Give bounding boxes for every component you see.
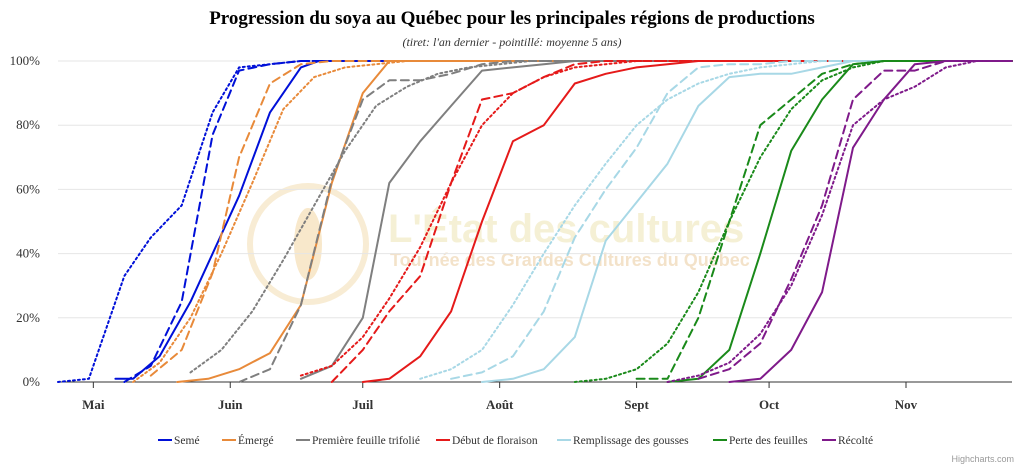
y-tick-label: 0% (23, 374, 41, 389)
legend-item[interactable]: Émergé (222, 433, 274, 447)
series-line-dot[interactable] (57, 60, 1013, 383)
credit[interactable]: Highcharts.com (951, 454, 1014, 464)
x-axis: Mai Juin Juil Août Sept Oct Nov (58, 381, 1012, 412)
legend-label: Semé (174, 435, 200, 447)
series-line-dash[interactable] (238, 60, 1013, 383)
series-line-dash[interactable] (635, 60, 1013, 380)
x-tick-label: Sept (624, 397, 649, 412)
series-line-dot[interactable] (573, 60, 1013, 383)
legend-item[interactable]: Récolté (822, 435, 873, 447)
legend-label: Première feuille trifolié (312, 435, 420, 447)
watermark-corn-icon (294, 208, 322, 280)
series-line-solid[interactable] (361, 60, 1013, 383)
watermark-subtitle: Tournée des Grandes Cultures du Québec (390, 250, 750, 270)
series-line-dot[interactable] (419, 60, 1013, 380)
series-line-dot[interactable] (132, 60, 1013, 383)
series-lines (57, 60, 1013, 383)
chart-subtitle: (tiret: l'an dernier - pointillé: moyenn… (402, 35, 621, 49)
legend-item[interactable]: Début de floraison (436, 435, 538, 447)
legend: Semé Émergé Première feuille trifolié Début… (158, 433, 873, 447)
legend-label: Récolté (838, 435, 873, 447)
y-tick-label: 60% (16, 181, 40, 196)
series-line-dot[interactable] (666, 60, 1013, 383)
series-line-dash[interactable] (123, 60, 1013, 383)
watermark-logo-circle (247, 183, 369, 305)
x-tick-label: Nov (895, 397, 918, 412)
series-line-solid[interactable] (481, 60, 1013, 383)
x-tick-label: Juil (352, 397, 373, 412)
series-line-dot[interactable] (189, 60, 1013, 374)
legend-item[interactable]: Semé (158, 435, 200, 447)
legend-label: Émergé (238, 433, 274, 447)
chart-title: Progression du soya au Québec pour les p… (209, 8, 815, 29)
series-line-dot[interactable] (299, 60, 1013, 377)
legend-item[interactable]: Remplissage des gousses (557, 435, 689, 447)
x-tick-label: Mai (82, 397, 105, 412)
watermark-title: L'État des cultures (388, 206, 744, 251)
legend-label: Perte des feuilles (729, 435, 808, 447)
x-tick-label: Juin (218, 397, 243, 412)
series-line-solid[interactable] (728, 60, 1013, 383)
y-tick-label: 40% (16, 246, 40, 261)
legend-item[interactable]: Première feuille trifolié (296, 435, 420, 447)
legend-label: Début de floraison (452, 435, 538, 447)
y-axis-labels: 0% 20% 40% 60% 80% 100% (10, 53, 41, 389)
x-tick-label: Août (486, 397, 514, 412)
watermark: L'État des cultures Tournée des Grandes … (247, 183, 750, 305)
y-tick-label: 20% (16, 310, 40, 325)
series-line-dash[interactable] (330, 60, 1013, 383)
series-line-solid[interactable] (299, 60, 1013, 380)
series-line-dash[interactable] (697, 60, 1013, 380)
legend-item[interactable]: Perte des feuilles (713, 435, 808, 447)
series-line-dash[interactable] (450, 60, 1013, 380)
y-tick-label: 80% (16, 117, 40, 132)
y-tick-label: 100% (10, 53, 41, 68)
x-tick-label: Oct (759, 397, 780, 412)
legend-label: Remplissage des gousses (573, 435, 689, 447)
series-line-dash[interactable] (149, 60, 1013, 377)
